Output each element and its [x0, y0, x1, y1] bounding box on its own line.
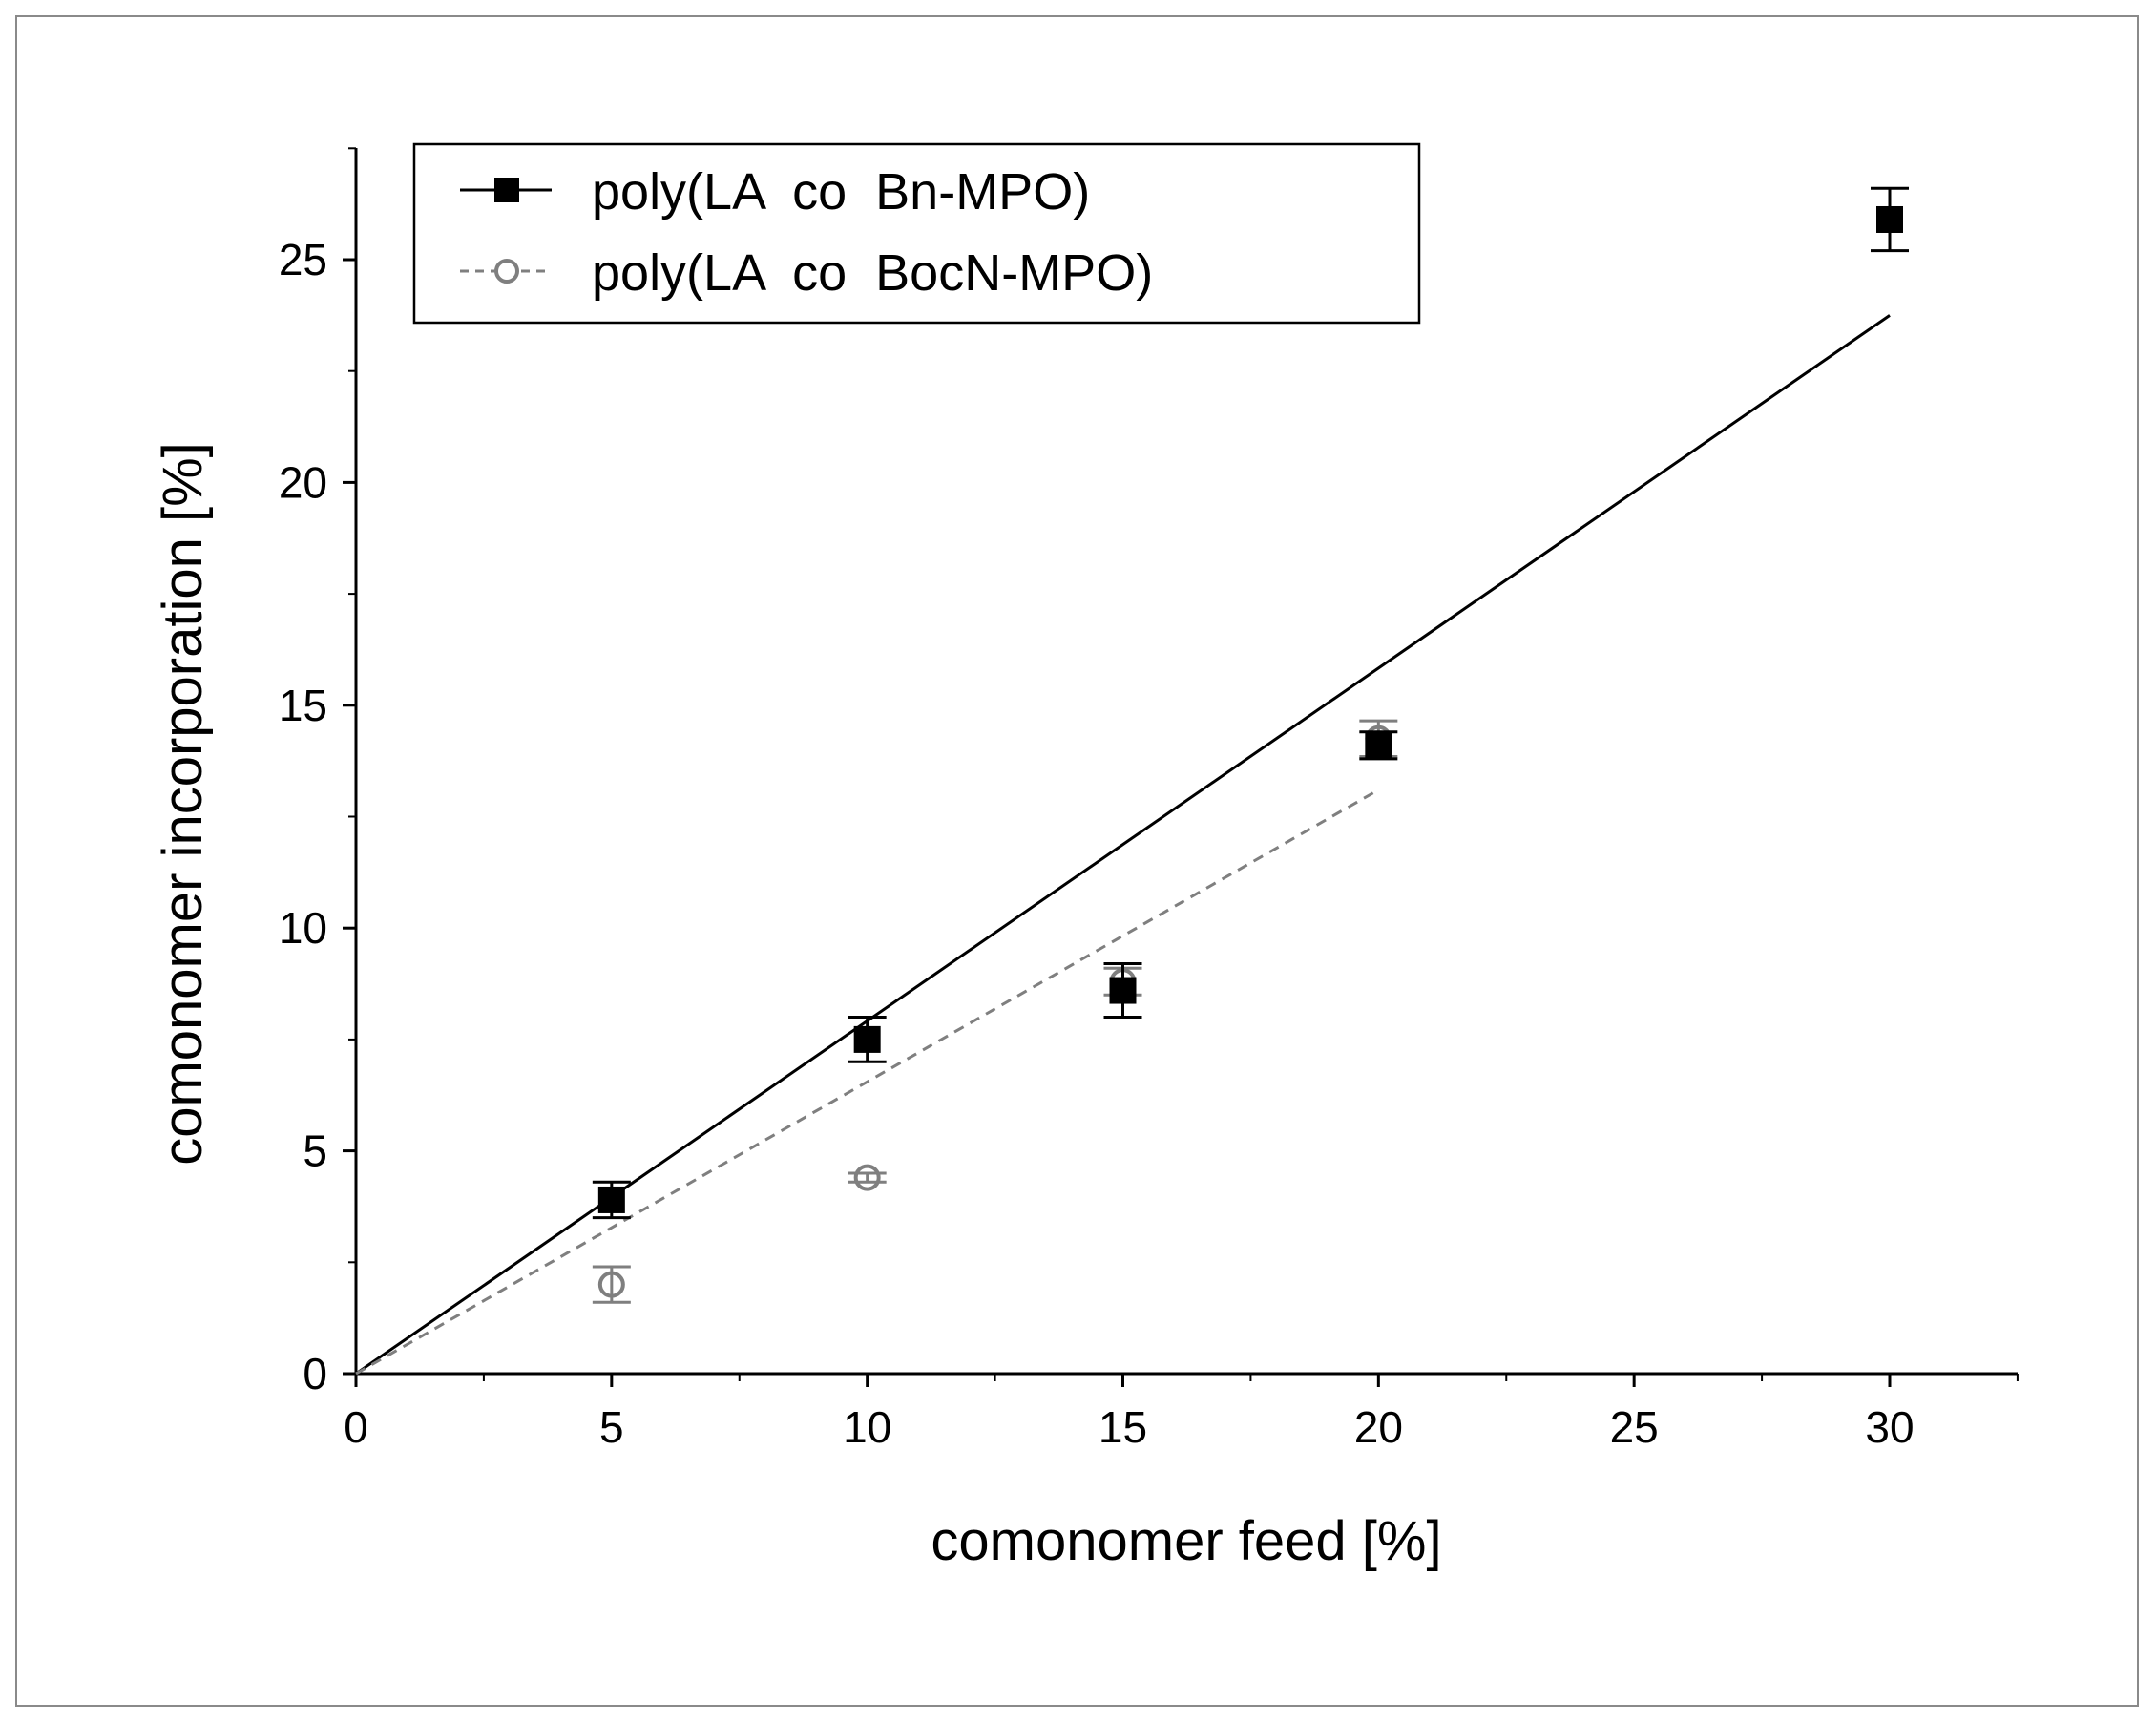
- x-tick-label: 5: [599, 1402, 624, 1452]
- marker-square: [1876, 205, 1903, 233]
- data-point-bn: [1103, 962, 1142, 1020]
- legend: poly(LA co Bn-MPO) poly(LA co BocN-MPO): [412, 142, 1421, 325]
- marker-square: [853, 1025, 881, 1053]
- x-tick-label: 0: [344, 1402, 368, 1452]
- marker-square: [1109, 977, 1137, 1004]
- x-tick-label: 25: [1610, 1402, 1659, 1452]
- marker-circle: [597, 1271, 625, 1298]
- data-point-bn: [848, 1016, 887, 1063]
- x-ticks: 0 5 10 15 20 25 30: [344, 1374, 2019, 1452]
- legend-label-bn: poly(LA co Bn-MPO): [592, 163, 1090, 221]
- marker-square: [1365, 731, 1392, 759]
- axes: [354, 148, 2018, 1376]
- y-tick-label: 10: [279, 903, 327, 953]
- fit-line-bocn-mpo: [355, 788, 1380, 1376]
- legend-marker-bocn: [494, 259, 519, 284]
- y-tick-label: 0: [303, 1349, 327, 1398]
- y-tick-label: 15: [279, 681, 327, 730]
- y-tick-label: 25: [279, 235, 327, 284]
- data-point-bn: [1871, 186, 1909, 253]
- fit-lines: [355, 314, 1891, 1376]
- x-tick-label: 20: [1354, 1402, 1403, 1452]
- legend-label-bocn: poly(LA co BocN-MPO): [592, 244, 1153, 302]
- data-point-bn: [1359, 730, 1398, 761]
- legend-marker-bn: [494, 178, 519, 202]
- y-axis-label: comonomer incorporation [%]: [152, 442, 214, 1166]
- x-tick-label: 10: [843, 1402, 891, 1452]
- x-axis-label: comonomer feed [%]: [931, 1510, 1441, 1572]
- y-ticks: 0 5 10 15 20 25: [279, 147, 356, 1398]
- x-tick-label: 30: [1865, 1402, 1914, 1452]
- data-points: [592, 186, 1909, 1304]
- data-point-bn: [592, 1180, 631, 1220]
- data-point-bocn: [848, 1164, 887, 1191]
- y-tick-label: 20: [279, 457, 327, 507]
- marker-square: [597, 1186, 625, 1213]
- y-tick-label: 5: [303, 1126, 327, 1176]
- marker-circle: [853, 1164, 881, 1191]
- legend-box: [412, 142, 1421, 325]
- fit-line-bn-mpo: [355, 314, 1891, 1376]
- x-tick-label: 15: [1099, 1402, 1147, 1452]
- data-point-bocn: [592, 1265, 631, 1304]
